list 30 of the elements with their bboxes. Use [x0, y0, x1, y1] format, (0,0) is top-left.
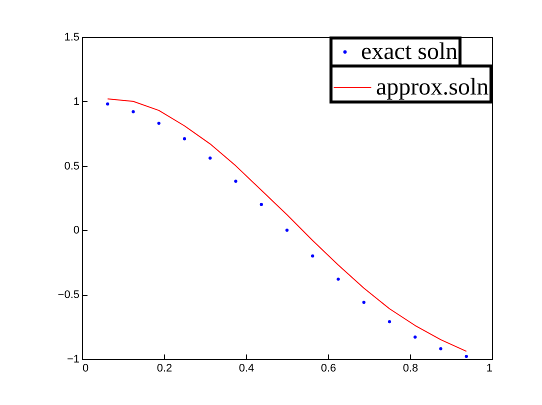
- y-tick-label: 1: [73, 96, 80, 108]
- point: [362, 300, 366, 304]
- y-tick-label: −0.5: [58, 289, 80, 302]
- x-tick-label: 0.6: [320, 362, 336, 374]
- point: [182, 137, 186, 140]
- point: [260, 202, 263, 206]
- y-tick-label: 0: [73, 224, 80, 237]
- point: [234, 180, 238, 183]
- point: [388, 320, 392, 324]
- legend-label: approx.soln: [376, 74, 489, 100]
- point: [414, 336, 417, 339]
- x-tick-label: 0: [82, 362, 89, 374]
- legend-label: exact soln: [361, 39, 458, 65]
- y-tick-label: −1: [66, 354, 80, 366]
- line-series: [107, 98, 467, 352]
- point: [157, 122, 160, 125]
- y-tick-label: 0.5: [64, 160, 80, 172]
- point: [106, 102, 110, 106]
- point: [336, 278, 340, 281]
- point: [208, 156, 212, 160]
- x-tick-label: 0.8: [402, 362, 418, 374]
- point: [132, 110, 135, 114]
- point: [464, 354, 468, 358]
- y-tick-label: 1.5: [64, 32, 80, 44]
- point: [439, 347, 442, 350]
- point: [285, 228, 289, 232]
- x-tick-label: 0.4: [238, 362, 254, 374]
- x-tick-label: 1: [486, 362, 492, 374]
- point: [311, 254, 314, 258]
- x-tick-label: 0.2: [156, 362, 172, 374]
